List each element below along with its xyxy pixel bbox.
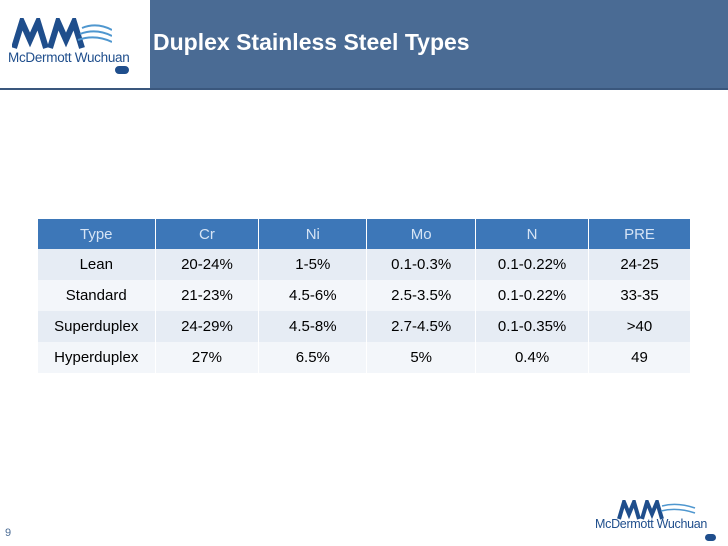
table-cell: >40 [588,311,691,342]
table-header-row: Type Cr Ni Mo N PRE [38,219,691,249]
table-cell: 5% [366,342,477,373]
page-title: Duplex Stainless Steel Types [153,29,470,55]
column-header-type: Type [38,219,156,249]
table-cell: 0.4% [475,342,590,373]
table-cell: 0.1-0.35% [475,311,590,342]
logo-text: McDermott Wuchuan [8,50,130,65]
table-cell: 20-24% [155,249,260,280]
table-cell: Standard [38,280,156,311]
table-cell: 49 [588,342,691,373]
mw-footer-logo-icon [617,500,696,520]
mw-logo-icon [12,18,112,49]
company-logo: McDermott Wuchuan [0,0,150,88]
column-header-n: N [475,219,590,249]
column-header-mo: Mo [366,219,477,249]
table-cell: 1-5% [258,249,368,280]
table-row: Superduplex 24-29% 4.5-8% 2.7-4.5% 0.1-0… [38,311,691,342]
table-cell: 24-25 [588,249,691,280]
steel-types-table: Type Cr Ni Mo N PRE Lean 20-24% 1-5% 0.1… [38,219,691,373]
table-cell: 2.5-3.5% [366,280,477,311]
table-cell: 2.7-4.5% [366,311,477,342]
table-cell: 4.5-6% [258,280,368,311]
column-header-ni: Ni [258,219,368,249]
table-cell: 27% [155,342,260,373]
table-row: Lean 20-24% 1-5% 0.1-0.3% 0.1-0.22% 24-2… [38,249,691,280]
table-cell: 0.1-0.3% [366,249,477,280]
table-cell: 0.1-0.22% [475,249,590,280]
table-cell: 21-23% [155,280,260,311]
footer-badge-icon [705,534,716,541]
table-cell: Lean [38,249,156,280]
footer-logo: McDermott Wuchuan [595,497,725,543]
table-row: Standard 21-23% 4.5-6% 2.5-3.5% 0.1-0.22… [38,280,691,311]
logo-badge-icon [115,66,129,74]
table-cell: 4.5-8% [258,311,368,342]
table-cell: 33-35 [588,280,691,311]
table-cell: 24-29% [155,311,260,342]
page-number: 9 [5,527,12,539]
header-bar: McDermott Wuchuan Duplex Stainless Steel… [0,0,728,90]
column-header-cr: Cr [155,219,260,249]
column-header-pre: PRE [588,219,691,249]
table-row: Hyperduplex 27% 6.5% 5% 0.4% 49 [38,342,691,373]
table-cell: 0.1-0.22% [475,280,590,311]
footer-logo-text: McDermott Wuchuan [595,517,708,531]
table-cell: 6.5% [258,342,368,373]
table-cell: Hyperduplex [38,342,156,373]
table-cell: Superduplex [38,311,156,342]
